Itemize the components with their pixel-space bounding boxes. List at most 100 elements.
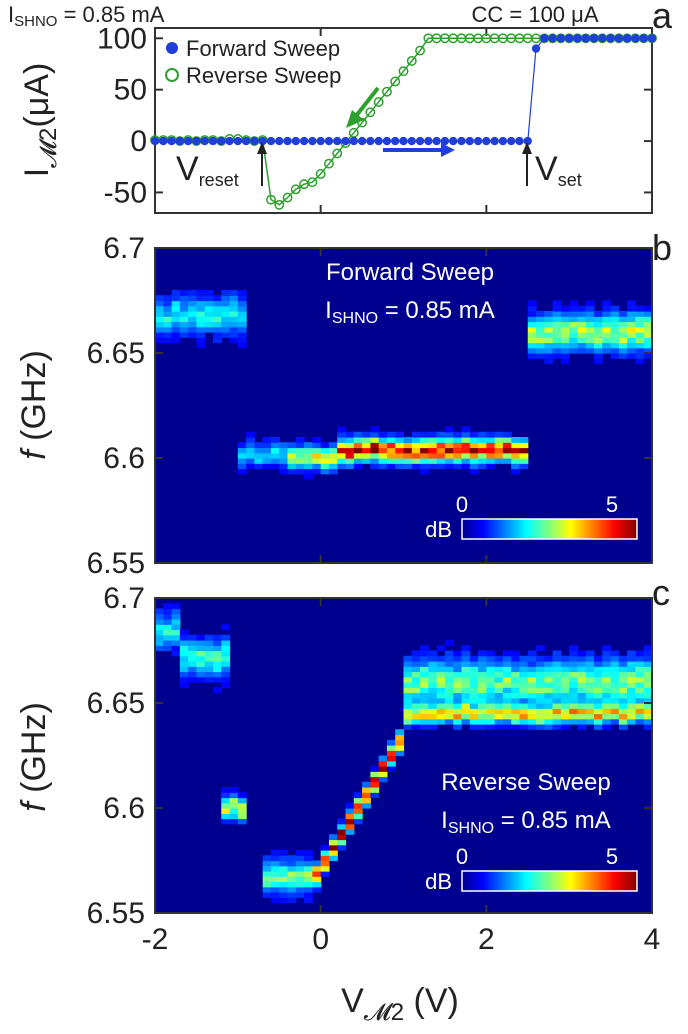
heatmap-cell (552, 671, 562, 678)
heatmap-cell (378, 771, 388, 778)
heatmap-cell (304, 886, 313, 893)
panel-b-title: Forward Sweep (326, 259, 494, 286)
heatmap-cell (552, 713, 562, 720)
heatmap-cell (287, 860, 297, 867)
heatmap-cell (602, 703, 612, 709)
heatmap-cell (328, 468, 338, 475)
heatmap-cell (560, 718, 570, 725)
heatmap-cell (378, 431, 388, 438)
heatmap-cell (312, 437, 322, 443)
panel-c-xlabel: V𝓜2 (V) (341, 982, 459, 1026)
heatmap-cell (527, 703, 537, 709)
heatmap-cell (287, 463, 297, 470)
heatmap-cell (502, 703, 512, 709)
heatmap-cell (237, 326, 247, 333)
heatmap-cell (428, 692, 438, 699)
heatmap-cell (386, 766, 396, 772)
heatmap-cell (436, 447, 446, 454)
heatmap-cell (494, 671, 504, 678)
heatmap-cell (163, 316, 173, 323)
heatmap-cell (436, 671, 446, 678)
heatmap-cell (469, 468, 479, 475)
heatmap-cell (155, 337, 164, 344)
heatmap-cell (594, 697, 603, 704)
colorbar-b-unit: dB (425, 517, 452, 542)
heatmap-cell (345, 437, 355, 443)
forward-sweep-point (341, 136, 350, 146)
heatmap-cell (577, 332, 587, 338)
heatmap-cell (295, 452, 305, 459)
heatmap-cell (320, 865, 330, 872)
heatmap-cell (635, 687, 645, 694)
forward-sweep-point (299, 136, 309, 146)
heatmap-cell (552, 676, 562, 683)
heatmap-cell (544, 692, 554, 699)
heatmap-cell (585, 337, 595, 344)
heatmap-cell (212, 295, 222, 302)
heatmap-cell (527, 666, 537, 673)
heatmap-cell (345, 463, 355, 470)
heatmap-cell (610, 703, 620, 709)
heatmap-cell (304, 447, 313, 454)
heatmap-cell (337, 447, 347, 454)
heatmap-cell (155, 608, 164, 615)
heatmap-cell (635, 316, 645, 323)
heatmap-cell (511, 687, 521, 694)
heatmap-cell (370, 452, 380, 459)
heatmap-cell (635, 358, 645, 365)
heatmap-cell (204, 676, 214, 683)
heatmap-cell (577, 697, 587, 704)
heatmap-cell (527, 697, 537, 704)
heatmap-cell (212, 332, 222, 338)
heatmap-cell (312, 463, 322, 470)
heatmap-cell (403, 703, 413, 709)
heatmap-cell (436, 655, 446, 662)
heatmap-cell (353, 813, 363, 820)
heatmap-cell (246, 442, 255, 449)
heatmap-cell (179, 655, 189, 662)
panel-a-ytick-label: 100 (97, 22, 147, 55)
heatmap-cell (295, 447, 305, 454)
heatmap-cell (362, 787, 371, 793)
heatmap-cell (304, 442, 313, 449)
heatmap-cell (643, 316, 653, 323)
heatmap-cell (585, 321, 595, 328)
heatmap-cell (279, 876, 289, 883)
heatmap-cell (337, 823, 347, 830)
heatmap-cell (527, 692, 537, 699)
heatmap-cell (536, 713, 545, 720)
heatmap-cell (312, 442, 322, 449)
heatmap-cell (610, 692, 620, 699)
heatmap-cell (295, 871, 305, 877)
heatmap-cell (544, 666, 554, 673)
heatmap-cell (527, 650, 537, 657)
heatmap-cell (444, 426, 454, 433)
legend-forward-marker (166, 42, 178, 54)
legend-forward-label: Forward Sweep (186, 36, 340, 61)
heatmap-cell (270, 881, 280, 888)
heatmap-cell (519, 687, 529, 694)
heatmap-cell (594, 358, 603, 365)
heatmap-cell (478, 724, 487, 730)
panel-b-frame (154, 247, 653, 564)
heatmap-cell (304, 850, 313, 856)
heatmap-cell (469, 697, 479, 704)
heatmap-cell (494, 724, 504, 730)
heatmap-cell (196, 634, 206, 641)
heatmap-cell (196, 305, 206, 312)
heatmap-cell (577, 655, 587, 662)
heatmap-cell (569, 655, 579, 662)
heatmap-cell (627, 321, 637, 328)
heatmap-cell (386, 745, 396, 751)
heatmap-cell (536, 321, 545, 328)
heatmap-cell (196, 300, 206, 307)
panel-a-ytick-label: 0 (130, 125, 147, 158)
heatmap-cell (618, 311, 628, 317)
heatmap-cell (635, 326, 645, 333)
heatmap-cell (486, 724, 496, 730)
legend-reverse-label: Reverse Sweep (186, 63, 341, 88)
heatmap-cell (353, 792, 363, 799)
heatmap-cell (221, 624, 231, 631)
heatmap-cell (270, 871, 280, 877)
heatmap-cell (502, 687, 512, 694)
